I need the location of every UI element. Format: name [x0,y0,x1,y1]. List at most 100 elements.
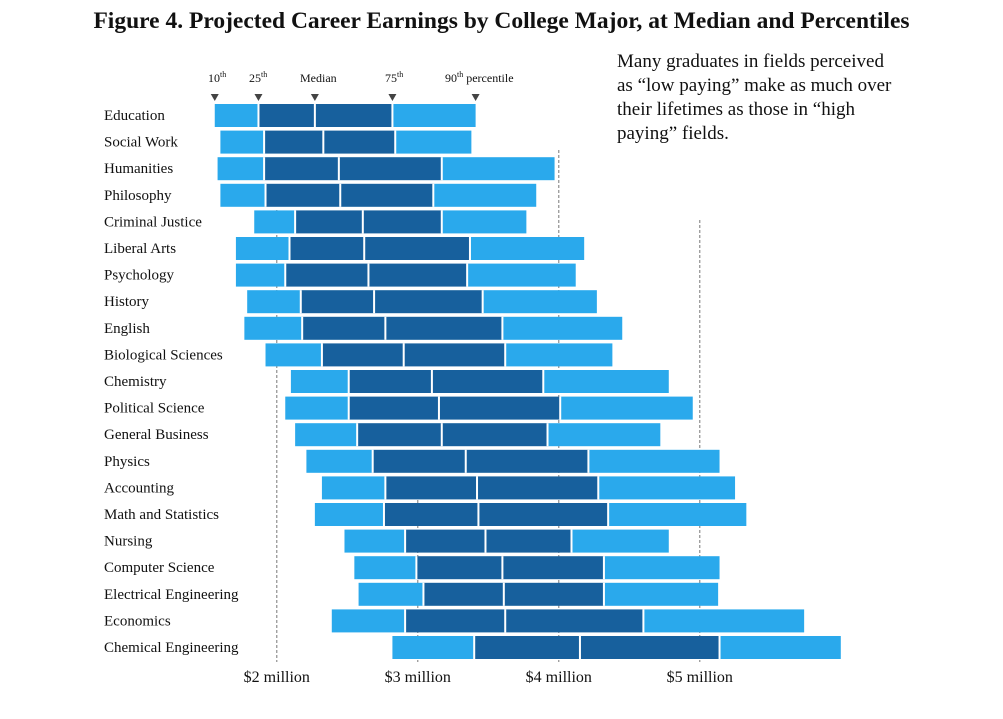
category-label: Political Science [104,401,205,417]
bar-p25-median [285,263,369,287]
bar-median-p75 [465,449,589,473]
bar-p25-median [372,449,466,473]
bar-p10-p25 [247,290,301,314]
bar-p10-p25 [295,423,358,447]
bar-p10-p25 [214,104,259,127]
bar-median-p75 [477,476,599,500]
bar-p10-p25 [306,449,373,473]
bar-p75-p90 [543,370,669,393]
bar-p25-median [302,316,386,340]
bar-p25-median [405,609,506,633]
bar-p25-median [474,636,580,659]
bar-median-p75 [503,582,604,606]
category-label: Nursing [104,534,153,550]
bar-median-p75 [374,290,483,314]
x-tick-label: $4 million [526,669,592,686]
bar-median-p75 [338,157,442,181]
bar-p10-p25 [285,396,349,420]
category-label: Biological Sciences [104,347,223,363]
bar-p75-p90 [603,556,720,580]
bar-median-p75 [385,316,503,340]
percentile-marker-icon [310,94,319,101]
bar-p75-p90 [469,237,585,260]
chart-title: Figure 4. Projected Career Earnings by C… [93,8,910,34]
bar-p10-p25 [392,636,475,659]
bar-median-p75 [485,529,572,553]
bar-median-p75 [314,104,393,127]
bar-p25-median [289,237,365,260]
bar-p75-p90 [433,183,537,207]
category-label: Criminal Justice [104,214,202,230]
category-label: Physics [104,454,150,470]
bar-p25-median [295,210,363,234]
bar-p75-p90 [560,396,693,420]
bar-p75-p90 [392,104,476,127]
category-label: History [104,294,150,310]
percentile-label: 10th [208,70,226,85]
bar-p75-p90 [643,609,805,633]
percentile-marker-icon [254,94,263,101]
bar-p75-p90 [608,503,747,526]
bar-p10-p25 [331,609,406,633]
bar-median-p75 [505,609,644,633]
bar-p10-p25 [235,237,290,260]
category-label: Liberal Arts [104,241,176,257]
bar-p25-median [300,290,375,314]
bar-p10-p25 [254,210,296,234]
bar-p25-median [264,130,324,154]
category-label: General Business [104,427,209,443]
bar-p10-p25 [314,503,384,526]
bar-p75-p90 [719,636,841,659]
percentile-label: 25th [249,70,267,85]
x-tick-label: $5 million [667,669,733,686]
annotation-line: as “low paying” make as much over [617,75,892,96]
bar-p75-p90 [547,423,661,447]
category-label: Math and Statistics [104,507,219,523]
x-tick-label: $3 million [385,669,451,686]
category-label: Philosophy [104,188,172,204]
bar-p10-p25 [321,476,386,500]
bar-p25-median [357,423,442,447]
bar-median-p75 [364,237,470,260]
bar-p25-median [348,396,439,420]
percentile-marker-icon [210,94,219,101]
bar-p25-median [348,370,432,393]
bar-p10-p25 [244,316,303,340]
bar-p25-median [383,503,479,526]
bar-p10-p25 [217,157,265,181]
bar-p10-p25 [220,130,265,154]
bar-p25-median [258,104,315,127]
bar-p75-p90 [441,157,555,181]
bar-p10-p25 [344,529,406,553]
bar-p25-median [265,183,341,207]
category-label: Psychology [104,268,175,284]
bar-p75-p90 [598,476,736,500]
bar-p25-median [385,476,478,500]
bar-p75-p90 [505,343,613,367]
bar-median-p75 [431,370,544,393]
bar-median-p75 [579,636,720,659]
category-label: English [104,321,150,337]
bar-p10-p25 [290,370,349,393]
bar-p10-p25 [265,343,322,367]
bar-median-p75 [502,556,604,580]
bar-p25-median [416,556,503,580]
category-label: Chemical Engineering [104,640,239,656]
percentile-marker-icon [471,94,480,101]
percentile-label: Median [300,71,337,85]
bar-median-p75 [362,210,442,234]
bar-p10-p25 [354,556,417,580]
bar-p75-p90 [441,210,527,234]
percentile-marker-icon [388,94,397,101]
bar-p25-median [405,529,486,553]
bar-p10-p25 [220,183,266,207]
percentile-label: 75th [385,70,403,85]
category-label: Economics [104,613,171,629]
annotation-text: Many graduates in fields perceived as “lo… [617,50,947,146]
bar-p25-median [321,343,404,367]
category-label: Humanities [104,161,173,177]
category-label: Computer Science [104,560,215,576]
bar-median-p75 [323,130,396,154]
annotation-line: their lifetimes as those in “high [617,99,855,120]
